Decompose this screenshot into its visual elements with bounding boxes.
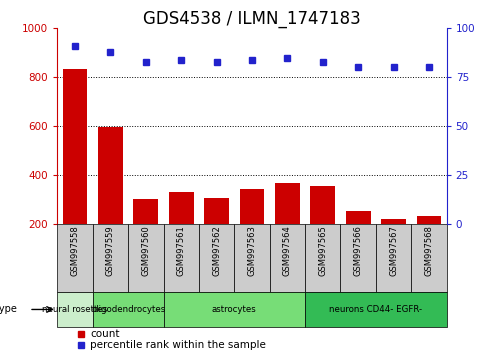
Text: GSM997558: GSM997558 xyxy=(70,225,79,276)
Text: GSM997566: GSM997566 xyxy=(354,225,363,276)
Bar xyxy=(98,127,123,224)
Text: cell type: cell type xyxy=(0,304,16,314)
Text: GSM997568: GSM997568 xyxy=(425,225,434,276)
Bar xyxy=(381,219,406,224)
Bar xyxy=(164,224,199,292)
Bar xyxy=(340,224,376,292)
Bar xyxy=(199,224,235,292)
Text: GSM997563: GSM997563 xyxy=(248,225,256,276)
Text: count: count xyxy=(90,329,120,338)
Title: GDS4538 / ILMN_1747183: GDS4538 / ILMN_1747183 xyxy=(143,10,361,28)
Text: GSM997567: GSM997567 xyxy=(389,225,398,276)
Text: GSM997561: GSM997561 xyxy=(177,225,186,276)
Bar xyxy=(376,224,411,292)
Text: GSM997559: GSM997559 xyxy=(106,225,115,276)
Text: GSM997565: GSM997565 xyxy=(318,225,327,276)
Bar xyxy=(133,199,158,224)
Bar xyxy=(417,216,441,224)
Text: GSM997560: GSM997560 xyxy=(141,225,150,276)
Bar xyxy=(57,292,93,327)
Bar xyxy=(269,224,305,292)
Bar xyxy=(128,224,164,292)
Bar xyxy=(411,224,447,292)
Text: oligodendrocytes: oligodendrocytes xyxy=(91,305,165,314)
Bar xyxy=(305,224,340,292)
Text: astrocytes: astrocytes xyxy=(212,305,256,314)
Bar xyxy=(93,224,128,292)
Text: GSM997562: GSM997562 xyxy=(212,225,221,276)
Text: percentile rank within the sample: percentile rank within the sample xyxy=(90,340,266,350)
Bar xyxy=(310,186,335,224)
Bar xyxy=(93,292,164,327)
Bar xyxy=(235,224,269,292)
Bar xyxy=(63,69,87,224)
Bar xyxy=(275,183,300,224)
Bar xyxy=(169,192,194,224)
Bar xyxy=(305,292,447,327)
Text: neurons CD44- EGFR-: neurons CD44- EGFR- xyxy=(329,305,422,314)
Bar xyxy=(204,198,229,224)
Text: GSM997564: GSM997564 xyxy=(283,225,292,276)
Bar xyxy=(240,189,264,224)
Text: neural rosettes: neural rosettes xyxy=(42,305,108,314)
Bar xyxy=(57,224,93,292)
Bar xyxy=(164,292,305,327)
Bar xyxy=(346,211,371,224)
